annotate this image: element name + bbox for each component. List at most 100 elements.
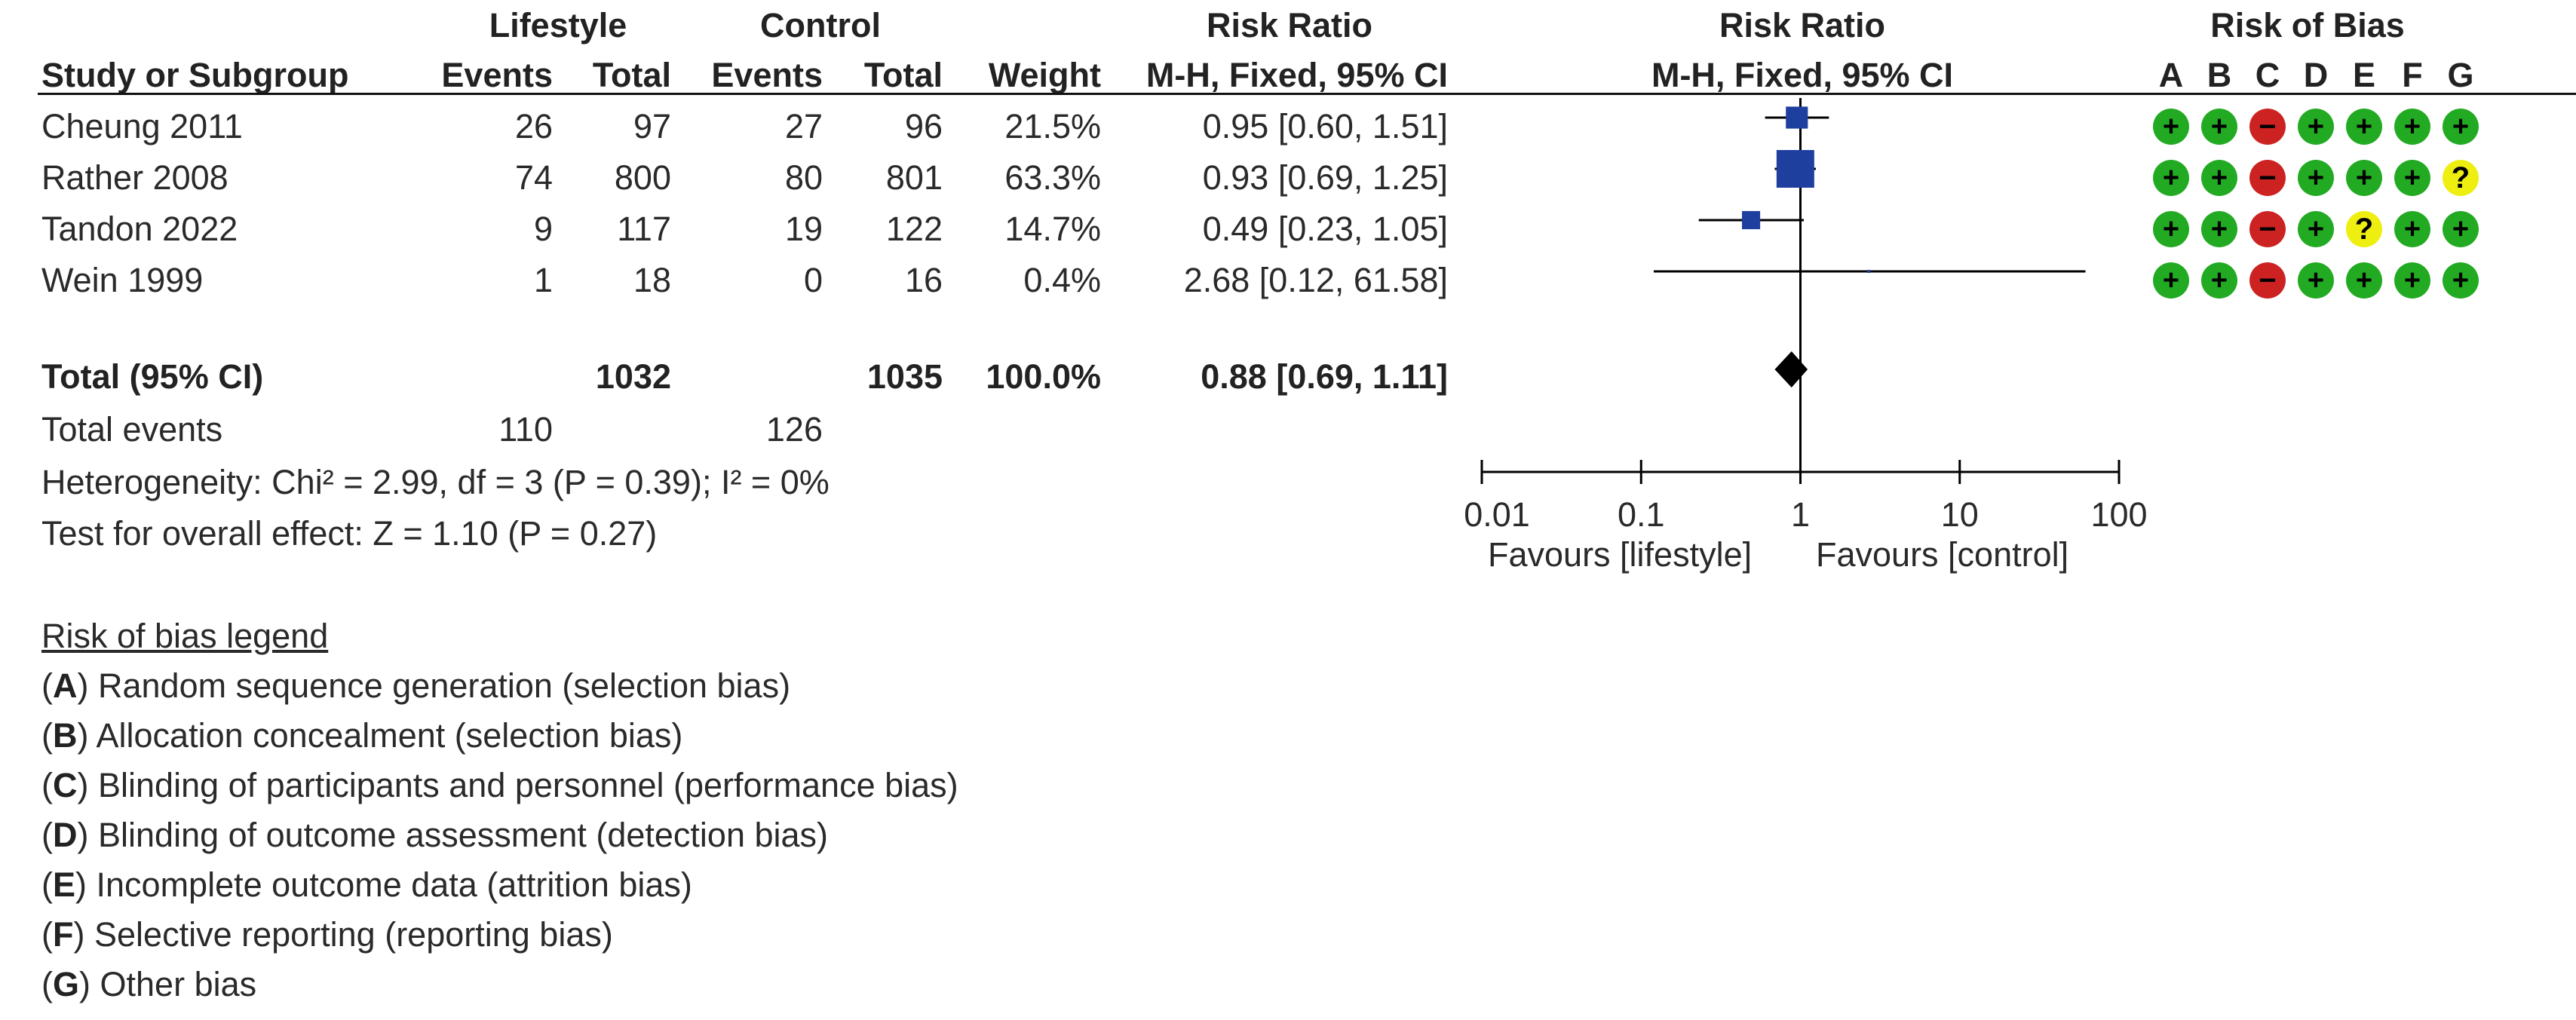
x-tick-label: 0.1 <box>1618 495 1665 534</box>
legend-letter: F <box>53 915 74 954</box>
legend-text: Incomplete outcome data (attrition bias) <box>87 865 692 904</box>
legend-text: Blinding of participants and personnel (… <box>88 766 958 804</box>
lifestyle-events: 9 <box>533 210 553 248</box>
study-ci: 0.49 [0.23, 1.05] <box>1202 210 1448 248</box>
rob-low-icon: + <box>2153 160 2189 196</box>
x-tick-label: 100 <box>2090 495 2147 534</box>
total-ci: 0.88 [0.69, 1.11] <box>1201 357 1448 396</box>
legend-paren: ) <box>75 865 87 904</box>
legend-letter: A <box>53 666 78 705</box>
legend-paren: ( <box>41 915 53 954</box>
rob-low-icon: + <box>2201 211 2237 247</box>
total-events-control: 126 <box>765 410 823 449</box>
rob-low-icon: + <box>2298 160 2334 196</box>
control-events-header: Events <box>711 56 823 94</box>
study-column-header: Study or Subgroup <box>41 56 349 94</box>
rob-letter-f: F <box>2402 56 2423 94</box>
rob-low-icon: + <box>2394 262 2430 299</box>
legend-text: Allocation concealment (selection bias) <box>88 716 683 755</box>
rob-unclear-icon: ? <box>2443 160 2479 196</box>
lifestyle-events: 1 <box>533 261 553 299</box>
effect-square <box>1776 150 1814 188</box>
x-tick-label: 1 <box>1791 495 1810 534</box>
legend-text: Blinding of outcome assessment (detectio… <box>88 816 829 854</box>
lifestyle-events: 74 <box>514 158 553 197</box>
rob-low-icon: + <box>2298 262 2334 299</box>
rob-low-icon: + <box>2394 109 2430 145</box>
x-tick-label: 0.01 <box>1464 495 1530 534</box>
risk-of-bias-header: Risk of Bias <box>2210 6 2405 44</box>
rob-high-icon: − <box>2249 262 2286 299</box>
header-divider <box>38 93 2576 95</box>
study-weight: 0.4% <box>1023 261 1101 299</box>
total-lifestyle-n: 1032 <box>595 357 671 396</box>
rob-low-icon: + <box>2346 262 2382 299</box>
legend-paren: ) <box>77 766 89 804</box>
legend-letter: G <box>53 965 80 1003</box>
legend-item: (B) Allocation concealment (selection bi… <box>41 716 682 755</box>
legend-item: (G) Other bias <box>41 965 256 1004</box>
study-name: Rather 2008 <box>41 158 228 197</box>
legend-item: (E) Incomplete outcome data (attrition b… <box>41 865 692 905</box>
legend-paren: ( <box>41 816 53 854</box>
rob-low-icon: + <box>2346 160 2382 196</box>
lifestyle-total: 117 <box>617 210 671 248</box>
legend-paren: ( <box>41 865 53 904</box>
legend-letter: C <box>53 766 78 804</box>
x-tick-label: 10 <box>1941 495 1979 534</box>
lifestyle-total: 800 <box>614 158 671 197</box>
heterogeneity-text: Heterogeneity: Chi² = 2.99, df = 3 (P = … <box>41 463 830 501</box>
legend-paren: ) <box>77 666 89 705</box>
lifestyle-events-header: Events <box>441 56 553 94</box>
legend-title: Risk of bias legend <box>41 617 329 655</box>
rob-low-icon: + <box>2394 211 2430 247</box>
total-control-n: 1035 <box>866 357 943 396</box>
total-weight: 100.0% <box>986 357 1101 396</box>
rob-letter-d: D <box>2303 56 2329 94</box>
legend-letter: B <box>53 716 78 755</box>
lifestyle-total: 97 <box>633 107 671 145</box>
rob-low-icon: + <box>2346 109 2382 145</box>
effect-square <box>1866 270 1870 273</box>
plot-method-header: M-H, Fixed, 95% CI <box>1651 56 1954 94</box>
legend-paren: ) <box>77 716 89 755</box>
rob-low-icon: + <box>2443 262 2479 299</box>
rob-low-icon: + <box>2443 109 2479 145</box>
rob-low-icon: + <box>2153 262 2189 299</box>
legend-letter: D <box>53 816 78 854</box>
favours-right-label: Favours [control] <box>1816 535 2069 574</box>
legend-text: Selective reporting (reporting bias) <box>84 915 613 954</box>
overall-effect-text: Test for overall effect: Z = 1.10 (P = 0… <box>41 514 658 553</box>
lifestyle-events: 26 <box>514 107 553 145</box>
legend-letter: E <box>53 865 76 904</box>
rob-unclear-icon: ? <box>2346 211 2382 247</box>
method-header: M-H, Fixed, 95% CI <box>1145 56 1448 94</box>
legend-item: (C) Blinding of participants and personn… <box>41 766 958 805</box>
risk-ratio-header: Risk Ratio <box>1206 6 1373 44</box>
pooled-effect-diamond <box>1774 351 1808 387</box>
study-name: Tandon 2022 <box>41 210 238 248</box>
rob-low-icon: + <box>2153 211 2189 247</box>
legend-paren: ( <box>41 965 53 1003</box>
control-events: 0 <box>803 261 823 299</box>
control-total: 16 <box>904 261 943 299</box>
study-weight: 63.3% <box>1004 158 1101 197</box>
rob-letter-a: A <box>2158 56 2184 94</box>
rob-high-icon: − <box>2249 109 2286 145</box>
legend-text: Other bias <box>90 965 257 1003</box>
control-group-header: Control <box>760 6 881 44</box>
rob-low-icon: + <box>2298 109 2334 145</box>
plot-title: Risk Ratio <box>1719 6 1886 44</box>
effect-square <box>1742 210 1761 230</box>
lifestyle-group-header: Lifestyle <box>489 6 627 44</box>
legend-paren: ( <box>41 766 53 804</box>
rob-low-icon: + <box>2298 211 2334 247</box>
lifestyle-total: 18 <box>633 261 671 299</box>
total-events-label: Total events <box>41 410 223 449</box>
rob-low-icon: + <box>2201 160 2237 196</box>
rob-low-icon: + <box>2201 109 2237 145</box>
total-label: Total (95% CI) <box>41 357 264 396</box>
study-ci: 0.95 [0.60, 1.51] <box>1202 107 1448 145</box>
rob-low-icon: + <box>2201 262 2237 299</box>
